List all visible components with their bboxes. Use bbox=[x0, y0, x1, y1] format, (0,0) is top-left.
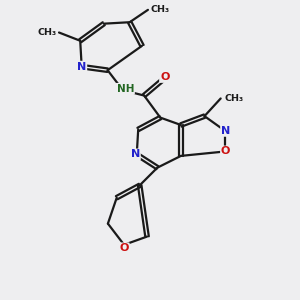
Text: O: O bbox=[160, 72, 169, 82]
Text: CH₃: CH₃ bbox=[224, 94, 243, 103]
Text: N: N bbox=[77, 62, 86, 72]
Text: CH₃: CH₃ bbox=[38, 28, 57, 37]
Text: N: N bbox=[221, 126, 230, 136]
Text: N: N bbox=[131, 149, 140, 159]
Text: NH: NH bbox=[116, 84, 134, 94]
Text: O: O bbox=[221, 146, 230, 157]
Text: CH₃: CH₃ bbox=[150, 5, 170, 14]
Text: O: O bbox=[119, 243, 129, 253]
